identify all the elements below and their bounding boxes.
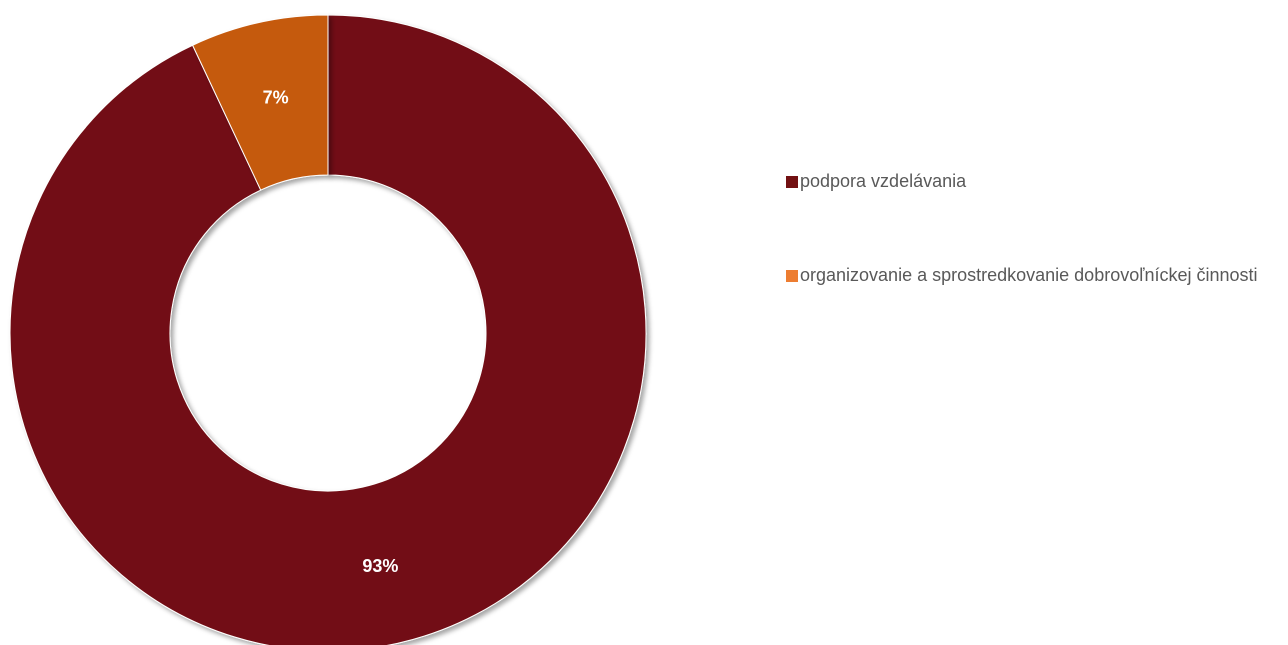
legend-item-podpora-vzdelavania: podpora vzdelávania <box>786 170 1286 193</box>
data-label-2: 7% <box>263 88 289 108</box>
legend-swatch <box>786 176 798 188</box>
donut-slice-2 <box>191 14 329 191</box>
legend: podpora vzdelávania organizovanie a spro… <box>786 170 1286 358</box>
legend-label: podpora vzdelávania <box>800 171 967 191</box>
slice-labels-group: 93% 7% <box>263 88 399 576</box>
donut-chart: 93% 7% <box>9 14 647 645</box>
donut-slice-1 <box>9 14 647 645</box>
data-label-1: 93% <box>362 556 398 576</box>
slices-group <box>9 14 647 645</box>
legend-swatch <box>786 270 798 282</box>
legend-label: organizovanie a sprostredkovanie dobrovo… <box>800 265 1258 285</box>
legend-item-dobrovolnicka-cinnost: organizovanie a sprostredkovanie dobrovo… <box>786 264 1286 287</box>
